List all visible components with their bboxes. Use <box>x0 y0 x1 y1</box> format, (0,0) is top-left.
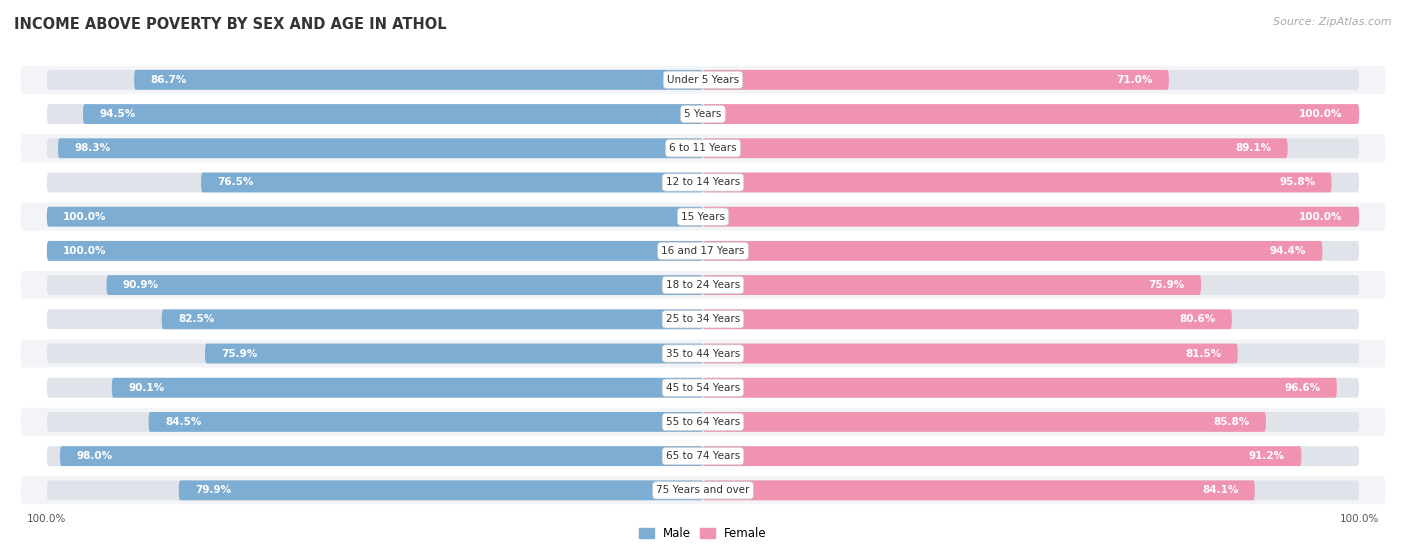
Text: 75.9%: 75.9% <box>1149 280 1185 290</box>
Text: 76.5%: 76.5% <box>218 177 254 187</box>
Text: 6 to 11 Years: 6 to 11 Years <box>669 143 737 153</box>
Text: 12 to 14 Years: 12 to 14 Years <box>666 177 740 187</box>
FancyBboxPatch shape <box>703 241 1323 261</box>
FancyBboxPatch shape <box>703 309 1232 329</box>
Text: 86.7%: 86.7% <box>150 75 187 85</box>
Text: 25 to 34 Years: 25 to 34 Years <box>666 314 740 324</box>
FancyBboxPatch shape <box>703 173 1331 192</box>
FancyBboxPatch shape <box>46 207 1360 226</box>
FancyBboxPatch shape <box>205 344 703 363</box>
FancyBboxPatch shape <box>46 344 1360 363</box>
FancyBboxPatch shape <box>46 207 703 226</box>
FancyBboxPatch shape <box>201 173 703 192</box>
FancyBboxPatch shape <box>21 134 1385 162</box>
Text: 94.4%: 94.4% <box>1270 246 1306 256</box>
Text: 18 to 24 Years: 18 to 24 Years <box>666 280 740 290</box>
Text: 100.0%: 100.0% <box>63 246 107 256</box>
FancyBboxPatch shape <box>21 203 1385 231</box>
FancyBboxPatch shape <box>179 480 703 500</box>
Text: 16 and 17 Years: 16 and 17 Years <box>661 246 745 256</box>
Text: 15 Years: 15 Years <box>681 212 725 222</box>
FancyBboxPatch shape <box>46 309 1360 329</box>
Text: 84.5%: 84.5% <box>165 417 201 427</box>
Text: 79.9%: 79.9% <box>195 485 231 495</box>
FancyBboxPatch shape <box>21 442 1385 470</box>
FancyBboxPatch shape <box>21 373 1385 402</box>
Text: 45 to 54 Years: 45 to 54 Years <box>666 383 740 393</box>
FancyBboxPatch shape <box>149 412 703 432</box>
FancyBboxPatch shape <box>21 66 1385 94</box>
Legend: Male, Female: Male, Female <box>634 523 772 545</box>
FancyBboxPatch shape <box>703 138 1288 158</box>
FancyBboxPatch shape <box>46 378 1360 397</box>
Text: 55 to 64 Years: 55 to 64 Years <box>666 417 740 427</box>
FancyBboxPatch shape <box>60 446 703 466</box>
Text: Under 5 Years: Under 5 Years <box>666 75 740 85</box>
FancyBboxPatch shape <box>46 70 1360 90</box>
FancyBboxPatch shape <box>703 207 1360 226</box>
Text: 71.0%: 71.0% <box>1116 75 1153 85</box>
Text: 91.2%: 91.2% <box>1249 451 1285 461</box>
FancyBboxPatch shape <box>107 275 703 295</box>
Text: 100.0%: 100.0% <box>27 514 66 524</box>
FancyBboxPatch shape <box>134 70 703 90</box>
Text: 95.8%: 95.8% <box>1279 177 1315 187</box>
Text: 85.8%: 85.8% <box>1213 417 1250 427</box>
Text: 82.5%: 82.5% <box>179 314 214 324</box>
Text: 89.1%: 89.1% <box>1234 143 1271 153</box>
Text: Source: ZipAtlas.com: Source: ZipAtlas.com <box>1274 17 1392 27</box>
FancyBboxPatch shape <box>703 344 1237 363</box>
FancyBboxPatch shape <box>46 241 703 261</box>
Text: 35 to 44 Years: 35 to 44 Years <box>666 348 740 358</box>
Text: 75.9%: 75.9% <box>221 348 257 358</box>
Text: 100.0%: 100.0% <box>1340 514 1379 524</box>
Text: 96.6%: 96.6% <box>1284 383 1320 393</box>
FancyBboxPatch shape <box>46 446 1360 466</box>
FancyBboxPatch shape <box>162 309 703 329</box>
FancyBboxPatch shape <box>21 408 1385 436</box>
FancyBboxPatch shape <box>46 275 1360 295</box>
FancyBboxPatch shape <box>46 480 1360 500</box>
FancyBboxPatch shape <box>46 138 1360 158</box>
FancyBboxPatch shape <box>703 378 1337 397</box>
Text: 98.0%: 98.0% <box>76 451 112 461</box>
Text: 100.0%: 100.0% <box>1299 212 1343 222</box>
FancyBboxPatch shape <box>703 104 1360 124</box>
FancyBboxPatch shape <box>112 378 703 397</box>
FancyBboxPatch shape <box>21 237 1385 265</box>
FancyBboxPatch shape <box>21 305 1385 333</box>
FancyBboxPatch shape <box>703 480 1254 500</box>
FancyBboxPatch shape <box>21 476 1385 504</box>
Text: 100.0%: 100.0% <box>63 212 107 222</box>
FancyBboxPatch shape <box>58 138 703 158</box>
FancyBboxPatch shape <box>703 446 1302 466</box>
Text: 100.0%: 100.0% <box>1299 109 1343 119</box>
Text: 84.1%: 84.1% <box>1202 485 1239 495</box>
FancyBboxPatch shape <box>21 168 1385 197</box>
Text: 94.5%: 94.5% <box>100 109 135 119</box>
Text: 81.5%: 81.5% <box>1185 348 1222 358</box>
FancyBboxPatch shape <box>703 275 1201 295</box>
Text: 98.3%: 98.3% <box>75 143 111 153</box>
Text: 90.1%: 90.1% <box>128 383 165 393</box>
Text: 90.9%: 90.9% <box>122 280 159 290</box>
FancyBboxPatch shape <box>703 412 1265 432</box>
FancyBboxPatch shape <box>21 339 1385 367</box>
FancyBboxPatch shape <box>46 241 1360 261</box>
FancyBboxPatch shape <box>46 173 1360 192</box>
FancyBboxPatch shape <box>21 100 1385 128</box>
Text: INCOME ABOVE POVERTY BY SEX AND AGE IN ATHOL: INCOME ABOVE POVERTY BY SEX AND AGE IN A… <box>14 17 447 32</box>
FancyBboxPatch shape <box>21 271 1385 299</box>
Text: 65 to 74 Years: 65 to 74 Years <box>666 451 740 461</box>
FancyBboxPatch shape <box>46 412 1360 432</box>
FancyBboxPatch shape <box>83 104 703 124</box>
FancyBboxPatch shape <box>46 104 1360 124</box>
Text: 75 Years and over: 75 Years and over <box>657 485 749 495</box>
Text: 5 Years: 5 Years <box>685 109 721 119</box>
FancyBboxPatch shape <box>703 70 1168 90</box>
Text: 80.6%: 80.6% <box>1180 314 1215 324</box>
